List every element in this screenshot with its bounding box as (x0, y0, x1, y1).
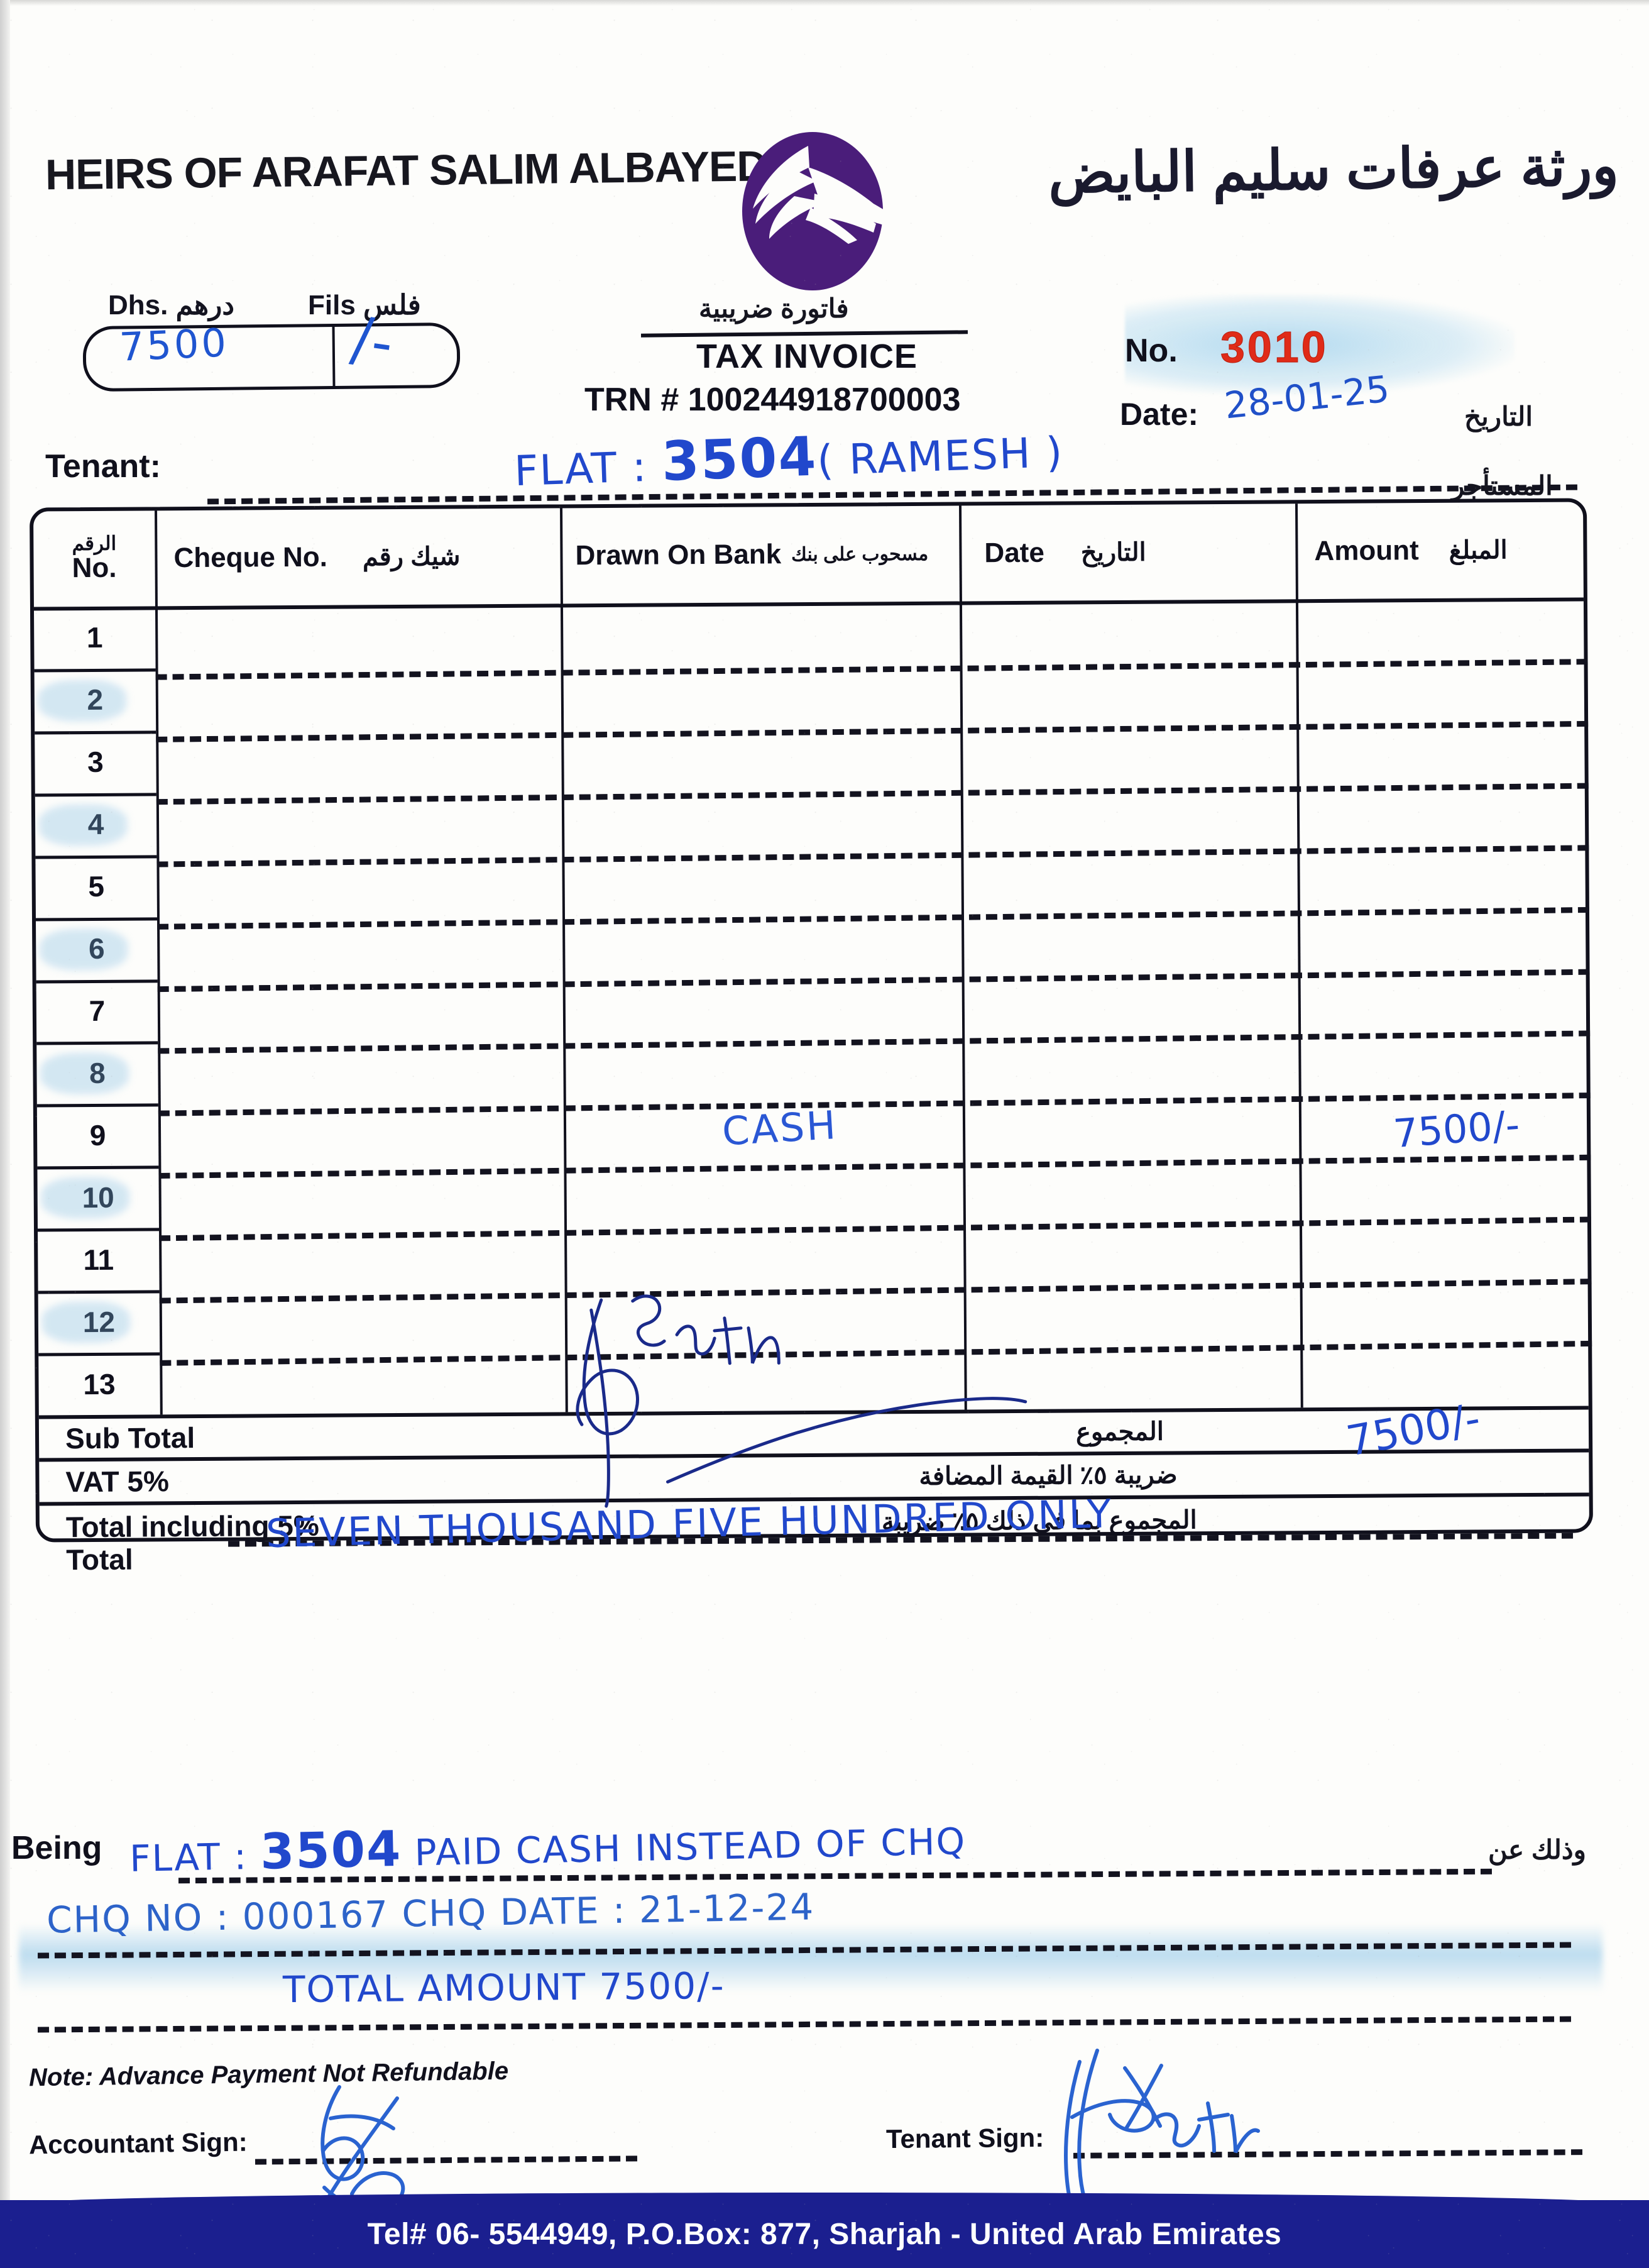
invoice-date-label: Date: (1120, 397, 1199, 432)
invoice-no-value: 3010 (1220, 322, 1329, 372)
row-number-cell: 13 (83, 1367, 116, 1401)
scan-blue-tint (41, 1177, 129, 1219)
invoice-no-label: No. (1125, 333, 1178, 369)
row-number-cell: 3 (87, 746, 104, 779)
being-label-ar: وذلك عن (1488, 1835, 1586, 1864)
being-dashed-line-3 (37, 2016, 1572, 2033)
row-number-cell: 1 (86, 621, 103, 654)
row-number-cell: 5 (88, 870, 105, 903)
being-line-3: TOTAL AMOUNT 7500/- (282, 1964, 725, 2012)
tax-invoice-label-en: TAX INVOICE (696, 338, 918, 375)
row-dashed-divider (158, 1093, 1591, 1117)
footer-bar: Tel# 06- 5544949, P.O.Box: 877, Sharjah … (0, 2193, 1649, 2268)
tenant-value-prefix: FLAT : (513, 442, 663, 496)
trn-number: TRN # 100244918700003 (584, 382, 961, 418)
invoice-date-label-ar: التاريخ (1464, 402, 1533, 431)
accountant-sign-label: Accountant Sign: (28, 2127, 248, 2160)
scan-edge-top (0, 0, 1649, 6)
row-number-cell: 11 (83, 1243, 114, 1276)
tenant-flat-number: 3504 (660, 425, 818, 494)
scan-blue-tint (40, 928, 128, 971)
scan-blue-tint (38, 680, 127, 722)
tenant-value-handwritten: FLAT : 3504( RAMESH ) (513, 417, 1065, 498)
tax-invoice-label-ar: فاتورة ضريبية (699, 294, 849, 323)
row-dashed-divider (158, 1155, 1591, 1179)
row-dashed-divider (155, 659, 1588, 680)
column-header-bank: Drawn On Bank مسحوب على بنك (560, 506, 960, 604)
row-dashed-divider (160, 1340, 1592, 1366)
dove-wing-logo (734, 128, 891, 294)
row-dashed-divider (159, 1279, 1592, 1304)
column-header-amount-en: Amount (1314, 535, 1419, 567)
tenant-sign-label: Tenant Sign: (885, 2122, 1044, 2154)
row-dashed-divider (156, 783, 1589, 805)
tenant-label-ar: المستأجر (1452, 471, 1553, 500)
scan-edge-left (0, 0, 10, 2205)
being-line-1-suffix: PAID CASH INSTEAD OF CHQ (401, 1820, 967, 1874)
column-header-no: الرقم No. (33, 510, 155, 607)
company-name-ar: ورثة عرفات سليم البايض (1048, 134, 1619, 205)
column-header-amount-ar: المبلغ (1449, 536, 1508, 564)
row-dashed-divider (158, 1030, 1591, 1054)
column-header-date-ar: التاريخ (1080, 538, 1146, 567)
company-name-en: HEIRS OF ARAFAT SALIM ALBAYEDH (45, 141, 797, 199)
column-header-cheque-no: Cheque No. شيك رقم (155, 508, 561, 606)
column-header-cheque-no-ar: شيك رقم (362, 542, 461, 571)
tax-invoice-rule (640, 330, 968, 338)
subtotal-label-ar: المجموع (1075, 1418, 1164, 1446)
being-label: Being (11, 1830, 102, 1866)
column-header-bank-en: Drawn On Bank (575, 539, 782, 571)
col-divider-2 (560, 508, 568, 1412)
dhs-label: Dhs. درهم (108, 290, 234, 321)
being-line-1-prefix: FLAT : (129, 1834, 261, 1880)
footer-contact-text: Tel# 06- 5544949, P.O.Box: 877, Sharjah … (367, 2217, 1282, 2251)
row-1-bank-value: CASH (721, 1102, 839, 1155)
subtotal-label: Sub Total (65, 1421, 195, 1455)
fils-label: Fils فلس (308, 290, 421, 321)
scan-blue-tint (41, 1301, 131, 1343)
column-header-cheque-no-en: Cheque No. (173, 541, 328, 574)
ink-smudge (1125, 294, 1515, 395)
row-number-cell: 7 (89, 994, 106, 1028)
row-dashed-divider (157, 969, 1590, 992)
column-header-no-en: No. (72, 553, 117, 584)
column-header-no-ar: الرقم (72, 532, 117, 555)
total-label: Total (66, 1543, 133, 1577)
col-divider-3 (959, 505, 967, 1410)
row-dashed-divider (157, 906, 1589, 930)
being-line-1: FLAT : 3504 PAID CASH INSTEAD OF CHQ (129, 1809, 967, 1883)
vat-label: VAT 5% (65, 1465, 170, 1499)
payments-table: الرقم No. Cheque No. شيك رقم Drawn On Ba… (29, 498, 1594, 1576)
vat-label-ar: ضريبة ٥٪ القيمة المضافة (919, 1461, 1178, 1490)
row-dashed-divider (159, 1216, 1591, 1241)
row-number-cell: 9 (89, 1118, 106, 1152)
column-header-date: Date التاريخ (959, 504, 1296, 601)
row-dashed-divider (156, 844, 1589, 867)
ink-smear (19, 1924, 1602, 1993)
row-1-amount-value: 7500/- (1391, 1101, 1521, 1157)
column-header-amount: Amount المبلغ (1295, 502, 1586, 599)
scan-blue-tint (38, 804, 128, 846)
column-header-date-en: Date (984, 537, 1044, 569)
row-dashed-divider (156, 720, 1589, 742)
amount-box-divider (332, 326, 336, 386)
amount-box-dhs-value: 7500 (118, 319, 230, 370)
being-flat-number: 3504 (260, 1820, 403, 1881)
scan-blue-tint (40, 1053, 129, 1094)
tenant-label: Tenant: (45, 448, 161, 485)
column-header-bank-ar: مسحوب على بنك (791, 543, 929, 565)
tenant-value-suffix: ( RAMESH ) (816, 427, 1065, 485)
col-divider-4 (1295, 504, 1303, 1408)
